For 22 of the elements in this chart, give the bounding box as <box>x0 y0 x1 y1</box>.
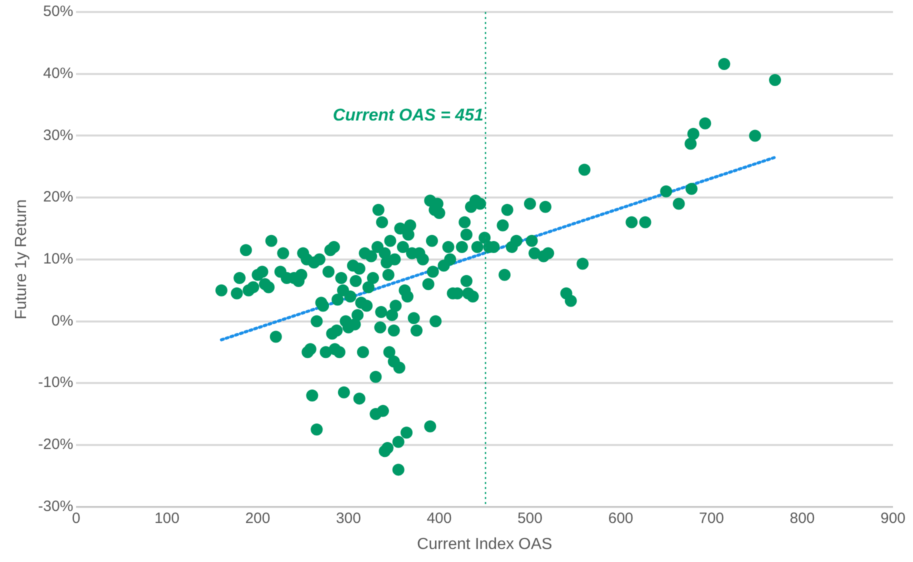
x-tick-label: 900 <box>880 510 906 527</box>
y-tick-label: -20% <box>38 436 74 454</box>
x-axis-title: Current Index OAS <box>417 536 552 553</box>
y-tick-label: -10% <box>38 374 74 392</box>
x-tick-label: 800 <box>790 510 815 527</box>
y-tick-label: 30% <box>43 126 74 144</box>
x-tick-label: 0 <box>72 510 80 527</box>
x-tick-label: 400 <box>426 510 452 527</box>
x-tick-label: 700 <box>698 510 724 527</box>
x-tick-label: 600 <box>608 510 634 527</box>
ref-line-label: Current OAS = 451 <box>332 106 484 125</box>
x-tick-label: 100 <box>154 510 180 527</box>
y-tick-label: 10% <box>43 250 74 268</box>
y-tick-label: 0% <box>52 312 74 330</box>
x-tick-label: 500 <box>517 510 542 527</box>
y-tick-label: 40% <box>43 64 74 82</box>
y-tick-label: 50% <box>43 3 74 20</box>
y-tick-label: 20% <box>43 188 74 206</box>
y-axis-title: Future 1y Return <box>13 199 30 320</box>
x-tick-label: 200 <box>245 510 270 527</box>
x-tick-label: 300 <box>336 510 361 527</box>
y-tick-label: -30% <box>38 498 74 515</box>
